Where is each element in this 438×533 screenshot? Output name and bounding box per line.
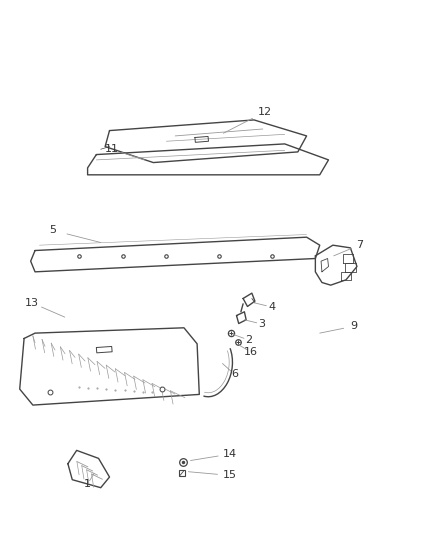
Text: 13: 13 <box>25 298 39 308</box>
Text: 11: 11 <box>105 144 119 154</box>
Text: 2: 2 <box>245 335 252 345</box>
Text: 3: 3 <box>258 319 265 329</box>
Text: 16: 16 <box>244 347 258 357</box>
Text: 12: 12 <box>258 107 272 117</box>
Text: 6: 6 <box>231 369 238 379</box>
Text: 1: 1 <box>84 479 91 489</box>
Text: 4: 4 <box>268 302 275 312</box>
Text: 7: 7 <box>356 240 363 250</box>
Text: 15: 15 <box>223 471 237 480</box>
Text: 14: 14 <box>223 449 237 459</box>
Text: 5: 5 <box>49 225 56 235</box>
Text: 9: 9 <box>350 321 357 331</box>
